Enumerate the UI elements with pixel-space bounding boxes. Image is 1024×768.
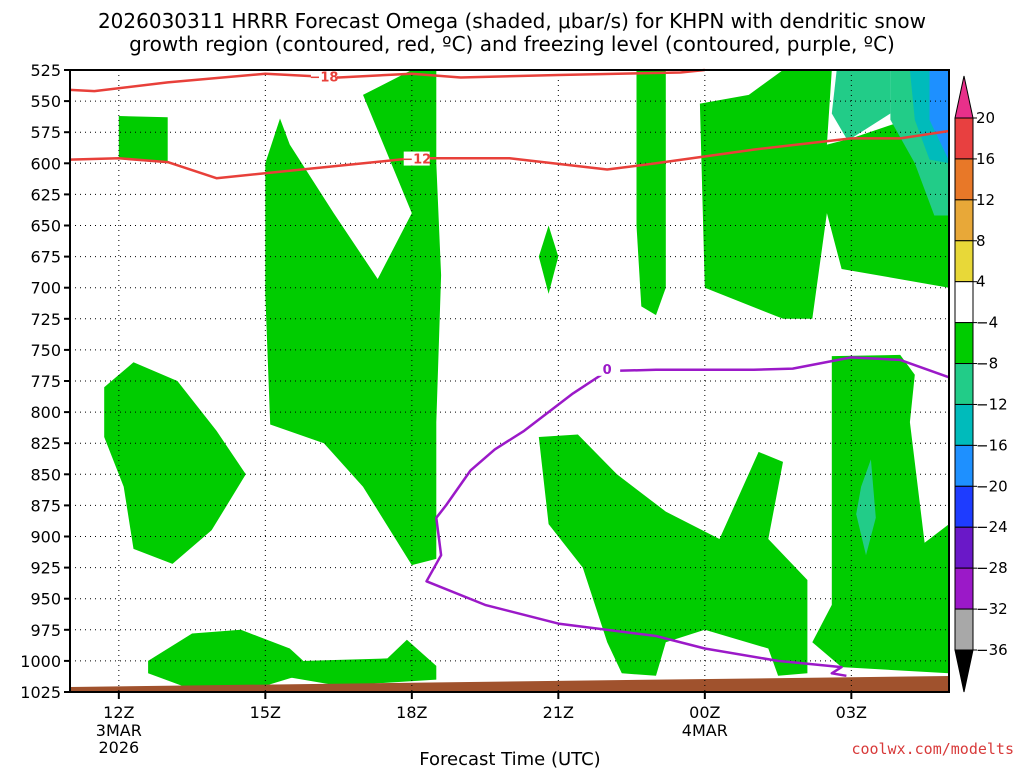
x-tick-label-15Z: 15Z [250,703,281,722]
omega-region-7 [538,434,808,676]
colorbar-label-11: −28 [976,559,1008,577]
omega-region-6 [636,70,666,316]
chart-title-line-2: growth region (contoured, red, ºC) and f… [129,32,895,56]
omega-region-3 [265,70,442,566]
contour-label-bg-0 [594,361,621,376]
colorbar-label-10: −24 [976,518,1008,536]
colorbar-band-4 [954,281,974,324]
x-tick-label-00Z: 00Z [689,703,720,722]
colorbar-label-1: 16 [976,150,995,168]
colorbar-band-2 [954,199,974,242]
colorbar-label-0: 20 [976,109,995,127]
omega-region-13 [929,70,949,161]
colorbar-label-12: −32 [976,600,1008,618]
omega-region-1 [104,362,246,564]
colorbar-label-9: −20 [976,477,1008,495]
y-axis: 525 550 575 600 625 650 675 700 725 750 775 800 825 8… [20,61,70,702]
contour-label--12: −12 [402,153,431,168]
colorbar-band-top [954,75,974,119]
x-tick-sublabel-12Z-0: 3MAR [96,721,142,740]
colorbar-band-8 [954,444,974,487]
x-tick-sublabel-00Z-0: 4MAR [682,721,728,740]
y-tick-label-1025: 1025 [20,683,61,702]
y-tick-label-850: 850 [30,465,61,484]
y-tick-label-625: 625 [30,185,61,204]
colorbar-label-6: −8 [976,355,998,373]
contour-0 [425,356,950,678]
colorbar-band-bottom [954,649,974,693]
contour--18 [69,68,705,93]
ground-surface [70,676,949,692]
contour-label-bg--18 [310,69,337,84]
y-tick-label-825: 825 [30,434,61,453]
x-axis-label: Forecast Time (UTC) [419,749,600,768]
omega-region-8 [699,70,949,674]
contour--12 [69,129,950,180]
omega-region-5 [538,225,559,294]
grid-lines [70,70,949,692]
y-tick-label-900: 900 [30,528,61,547]
x-tick-label-12Z: 12Z [103,703,134,722]
y-tick-label-925: 925 [30,559,61,578]
y-tick-label-950: 950 [30,590,61,609]
contour-label-0: 0 [603,363,612,378]
x-tick-label-03Z: 03Z [836,703,867,722]
omega-shading [104,70,949,690]
omega-region-4 [280,639,437,686]
y-tick-label-600: 600 [30,154,61,173]
colorbar-label-13: −36 [976,641,1008,659]
y-tick-label-700: 700 [30,279,61,298]
y-tick-label-975: 975 [30,621,61,640]
y-tick-label-550: 550 [30,92,61,111]
y-tick-label-575: 575 [30,123,61,142]
colorbar-label-8: −16 [976,436,1008,454]
colorbar-band-1 [954,158,974,201]
colorbar-label-7: −12 [976,395,1008,413]
colorbar-band-0 [954,117,974,160]
y-tick-label-750: 750 [30,341,61,360]
colorbar-label-2: 12 [976,191,995,209]
x-tick-label-18Z: 18Z [396,703,427,722]
colorbar-band-10 [954,526,974,569]
y-tick-label-1000: 1000 [20,652,61,671]
colorbar-band-5 [954,322,974,365]
omega-colorbar: 20 16 12 8 4 −4 −8 −12 −16 −20 −24 −28 −32 −36 [954,75,1008,693]
y-tick-label-525: 525 [30,61,61,80]
y-tick-label-725: 725 [30,310,61,329]
x-tick-label-21Z: 21Z [543,703,574,722]
colorbar-label-4: 4 [976,273,986,291]
contour-label--18: −18 [309,70,338,85]
omega-region-9 [831,70,891,139]
y-tick-label-650: 650 [30,217,61,236]
colorbar-band-9 [954,485,974,528]
colorbar-band-11 [954,567,974,610]
colorbar-band-3 [954,240,974,283]
y-tick-label-775: 775 [30,372,61,391]
x-tick-sublabel-12Z-1: 2026 [98,738,139,757]
contour-label-bg--12 [403,151,430,166]
y-tick-label-800: 800 [30,403,61,422]
y-tick-label-675: 675 [30,248,61,267]
colorbar-label-3: 8 [976,232,986,250]
credit-text: coolwx.com/modelts [851,740,1014,758]
omega-region-11 [856,459,876,556]
omega-region-0 [118,116,168,164]
colorbar-band-12 [954,608,974,651]
colorbar-band-7 [954,403,974,446]
omega-region-2 [148,629,315,690]
y-tick-label-875: 875 [30,496,61,515]
contour-lines: −18 −12 0 [69,68,950,678]
ground-layer [70,676,949,692]
colorbar-label-5: −4 [976,314,998,332]
chart-title-line-1: 2026030311 HRRR Forecast Omega (shaded, … [98,9,926,33]
colorbar-band-6 [954,363,974,405]
